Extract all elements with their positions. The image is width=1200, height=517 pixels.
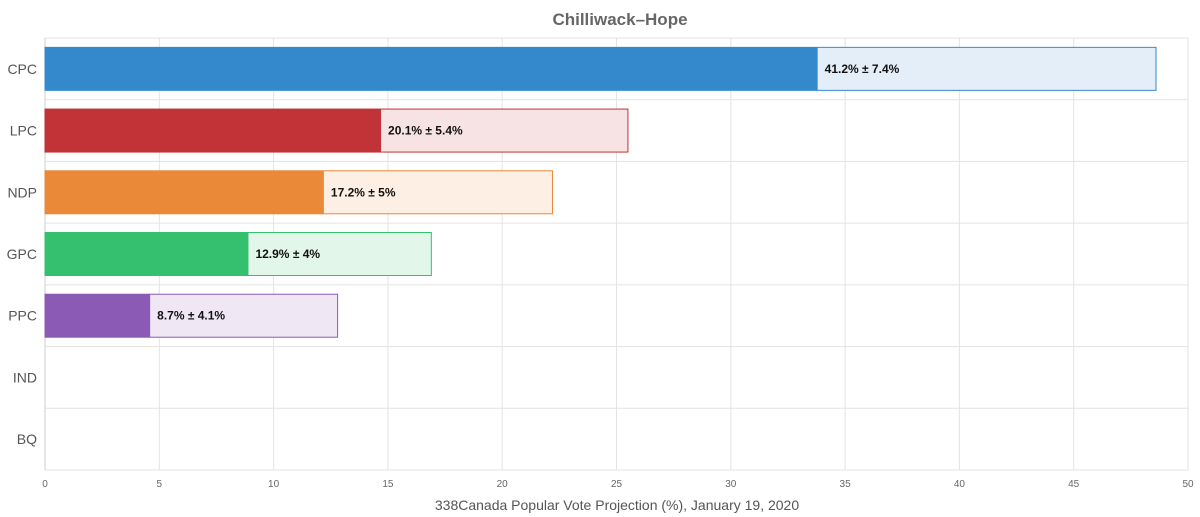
- x-tick-label: 35: [840, 479, 852, 490]
- bar-lpc: [45, 109, 382, 153]
- data-label-gpc: 12.9% ± 4%: [255, 247, 320, 261]
- bar-ppc: [45, 294, 151, 338]
- data-label-lpc: 20.1% ± 5.4%: [388, 124, 463, 138]
- chart-title: Chilliwack–Hope: [552, 10, 687, 29]
- category-label: IND: [13, 369, 37, 385]
- x-axis-ticks: 0 5 10 15 20 25 30 35 40 45 50: [42, 479, 1194, 490]
- category-axis: CPC LPC NDP GPC PPC IND BQ: [7, 61, 37, 447]
- x-tick-label: 0: [42, 479, 48, 490]
- x-axis-title: 338Canada Popular Vote Projection (%), J…: [435, 497, 799, 513]
- category-label: BQ: [17, 431, 37, 447]
- x-tick-label: 5: [157, 479, 163, 490]
- value-labels: 41.2% ± 7.4% 20.1% ± 5.4% 17.2% ± 5% 12.9% …: [157, 62, 899, 323]
- bar-gpc: [45, 232, 249, 276]
- bar-ndp: [45, 170, 324, 214]
- x-tick-label: 45: [1068, 479, 1080, 490]
- x-tick-label: 10: [268, 479, 280, 490]
- data-label-ppc: 8.7% ± 4.1%: [157, 309, 225, 323]
- category-label: NDP: [7, 184, 37, 200]
- x-tick-label: 25: [611, 479, 623, 490]
- x-tick-label: 15: [382, 479, 394, 490]
- data-label-ndp: 17.2% ± 5%: [331, 185, 396, 199]
- x-tick-label: 40: [954, 479, 966, 490]
- category-label: GPC: [7, 246, 37, 262]
- x-tick-label: 30: [725, 479, 737, 490]
- category-label: LPC: [10, 123, 37, 139]
- data-label-cpc: 41.2% ± 7.4%: [825, 62, 900, 76]
- x-tick-label: 50: [1182, 479, 1194, 490]
- x-tick-label: 20: [497, 479, 509, 490]
- category-label: PPC: [8, 308, 37, 324]
- bars: [44, 46, 1157, 338]
- bar-cpc: [45, 47, 818, 91]
- category-label: CPC: [7, 61, 37, 77]
